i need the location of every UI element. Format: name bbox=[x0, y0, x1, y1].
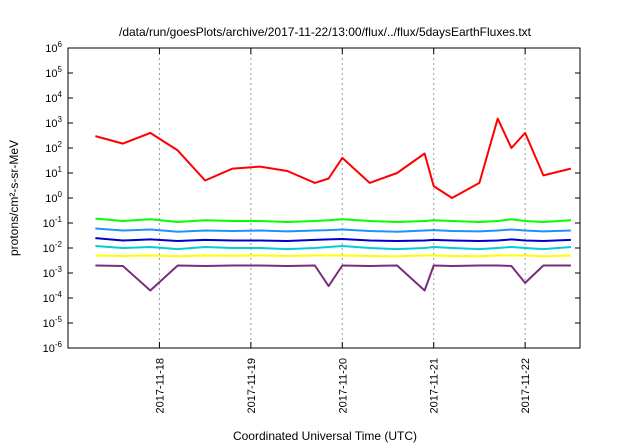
y-tick-label: 10-4 bbox=[43, 290, 63, 305]
x-axis-label: Coordinated Universal Time (UTC) bbox=[233, 429, 417, 443]
series-line bbox=[95, 227, 571, 233]
x-tick-label: 2017-11-20 bbox=[337, 358, 349, 413]
y-axis-label: protons/cm²-s-sr-MeV bbox=[7, 140, 21, 256]
x-tick-label: 2017-11-19 bbox=[246, 358, 258, 413]
y-tick-label: 10-6 bbox=[43, 340, 63, 355]
series-layer bbox=[95, 117, 572, 292]
plot-frame bbox=[67, 47, 581, 349]
y-tick-label: 101 bbox=[45, 165, 62, 180]
y-tick-label: 10-1 bbox=[43, 215, 63, 230]
series-line bbox=[95, 264, 571, 292]
chart-title: /data/run/goesPlots/archive/2017-11-22/1… bbox=[119, 25, 532, 39]
x-tick-label: 2017-11-18 bbox=[154, 358, 166, 413]
y-tick-label: 10-5 bbox=[43, 315, 63, 330]
y-tick-label: 102 bbox=[45, 140, 62, 155]
y-tick-label: 106 bbox=[45, 40, 62, 55]
y-tick-label: 10-2 bbox=[43, 240, 63, 255]
series-line bbox=[95, 245, 571, 251]
y-tick-label: 10-3 bbox=[43, 265, 63, 280]
series-line bbox=[95, 237, 571, 242]
y-tick-label: 105 bbox=[45, 65, 62, 80]
series-line bbox=[95, 117, 572, 199]
series-line bbox=[95, 254, 571, 258]
series-line bbox=[95, 217, 571, 223]
tick-layer: 10-6 10-5 10-4 10-3 10-2 10-1 100 101 102 103 104 1… bbox=[43, 40, 580, 413]
x-tick-label: 2017-11-21 bbox=[429, 358, 441, 413]
x-tick-label: 2017-11-22 bbox=[520, 358, 532, 413]
y-tick-label: 104 bbox=[45, 90, 62, 105]
grid-layer bbox=[158, 48, 526, 348]
y-tick-label: 103 bbox=[45, 115, 62, 130]
y-tick-label: 100 bbox=[45, 190, 62, 205]
